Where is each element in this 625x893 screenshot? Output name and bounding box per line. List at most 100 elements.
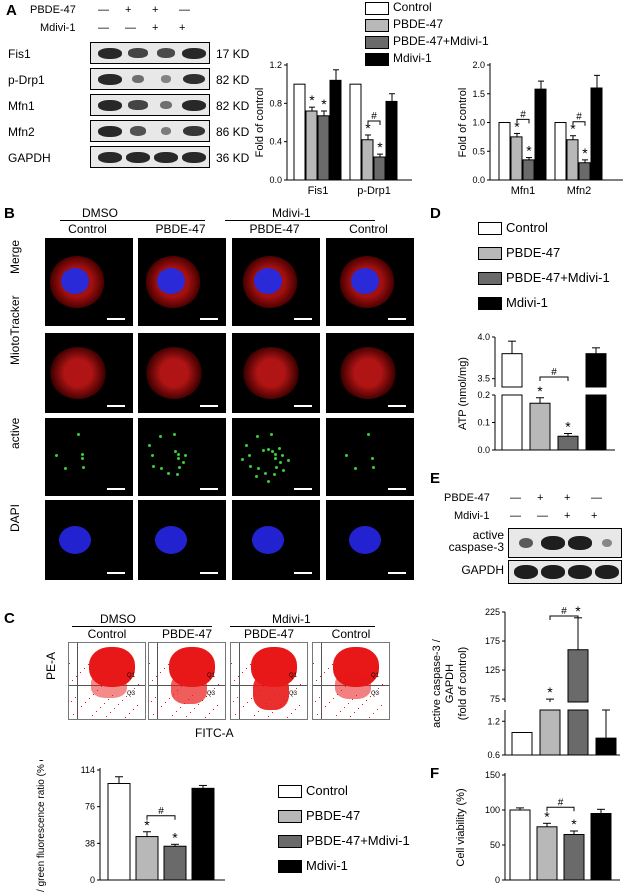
scatter-dot: [317, 714, 318, 715]
legend-swatch: [365, 36, 389, 49]
panel-label-e: E: [430, 470, 441, 487]
caspase-dot: [159, 467, 163, 471]
scatter-dot: [362, 704, 363, 705]
y-tick-label: 0: [90, 875, 95, 885]
scatter-dot: [194, 708, 195, 709]
scale-bar: [294, 572, 312, 574]
scatter-dot: [152, 680, 153, 681]
caspase-dot: [177, 465, 181, 469]
scatter-dot: [155, 697, 156, 698]
legend-swatch: [365, 19, 389, 32]
scatter-dot: [300, 684, 301, 685]
scatter-dot: [69, 663, 70, 664]
scatter-dot: [97, 690, 98, 691]
scatter-dot: [180, 707, 181, 708]
y-tick-label: 0.2: [477, 390, 490, 400]
caspase-dot: [151, 465, 155, 469]
dapi-nucleus: [349, 526, 381, 554]
mdivi-sign: +: [591, 510, 598, 522]
panel-label-c: C: [4, 610, 15, 627]
scatter-dot: [266, 703, 267, 704]
blot-band: [160, 101, 172, 109]
significance-star: *: [570, 121, 576, 137]
quadrant-line: [77, 643, 78, 719]
caspase-dot: [271, 449, 275, 453]
caspase-dot: [248, 453, 252, 457]
caspase-dot: [174, 449, 178, 453]
caspase-dot: [256, 467, 260, 471]
scatter-dot: [319, 697, 320, 698]
scatter-dot: [361, 670, 362, 671]
caspase-dot: [255, 475, 259, 479]
scatter-dot: [271, 678, 272, 679]
micro-image: [138, 333, 226, 413]
y-tick-label: 3.5: [477, 374, 490, 384]
caspase-dot: [274, 457, 277, 460]
blot-e-strip: [508, 560, 622, 584]
comparison-bracket: [549, 615, 579, 620]
caspase-dot: [274, 465, 278, 469]
hash-mark: #: [576, 112, 582, 123]
significance-star: *: [571, 816, 577, 832]
legend-label: Mdivi-1: [306, 858, 348, 873]
cell-mitochondria: [145, 347, 203, 399]
scatter-dot: [349, 682, 350, 683]
blot-band: [595, 565, 619, 579]
scale-bar: [388, 405, 406, 407]
scatter-dot: [112, 695, 113, 696]
scatter-dot: [329, 702, 330, 703]
scatter-dot: [108, 699, 109, 700]
scale-bar: [294, 405, 312, 407]
scatter-dot: [122, 700, 123, 701]
scale-bar: [107, 318, 125, 320]
scatter-dot: [356, 695, 357, 696]
y-tick-label: 0.8: [269, 98, 282, 108]
micro-col-label: Control: [68, 222, 107, 236]
legend-swatch: [478, 297, 502, 310]
y-tick-label: 0.6: [487, 750, 500, 760]
y-tick-label: 4.0: [477, 332, 490, 342]
blot-band: [98, 47, 122, 59]
bar-lower-part: [585, 394, 607, 451]
population-q3: [253, 673, 289, 710]
group-underline: [230, 626, 375, 627]
y-tick-label: 75: [490, 694, 500, 704]
flow-col-label: Control: [331, 627, 371, 641]
scatter-dot: [161, 706, 162, 707]
group-underline: [225, 220, 375, 221]
caspase-dot: [241, 458, 245, 462]
scatter-dot: [121, 666, 122, 667]
scatter-dot: [81, 706, 82, 707]
bar: [349, 83, 362, 181]
comparison-bracket: [546, 806, 575, 812]
blot-band: [126, 151, 150, 163]
scatter-dot: [276, 708, 277, 709]
e-mdivi-label: Mdivi-1: [454, 510, 490, 522]
significance-star: *: [565, 419, 571, 435]
scale-bar: [388, 488, 406, 490]
legend-swatch: [365, 53, 389, 66]
micro-image: [138, 500, 226, 580]
scatter-dot: [189, 678, 190, 679]
scatter-dot: [275, 674, 276, 675]
bar: [293, 83, 306, 181]
scatter-dot: [231, 663, 232, 664]
cell-mitochondria: [339, 347, 397, 399]
scatter-dot: [125, 717, 126, 718]
dapi-nucleus: [252, 526, 284, 554]
scatter-dot: [262, 707, 263, 708]
scatter-dot: [284, 700, 285, 701]
y-axis-label: ATP (nmol/mg): [457, 357, 469, 430]
caspase-dot: [177, 457, 180, 460]
scatter-dot: [114, 708, 115, 709]
chart-d-atp: 0.0 0.1 0.2 3.5 4.0 ATP (nmol/mg) * * #: [457, 332, 615, 455]
q1-label: Q1: [289, 673, 298, 679]
legend-label: Control: [393, 0, 432, 14]
scatter-dot: [288, 696, 289, 697]
pbde-sign: —: [179, 4, 190, 16]
hash-mark: #: [520, 109, 526, 120]
scatter-dot: [233, 701, 234, 702]
y-tick-label: 125: [485, 665, 500, 675]
bar: [329, 79, 342, 181]
kd-label: 36 KD: [216, 151, 250, 165]
